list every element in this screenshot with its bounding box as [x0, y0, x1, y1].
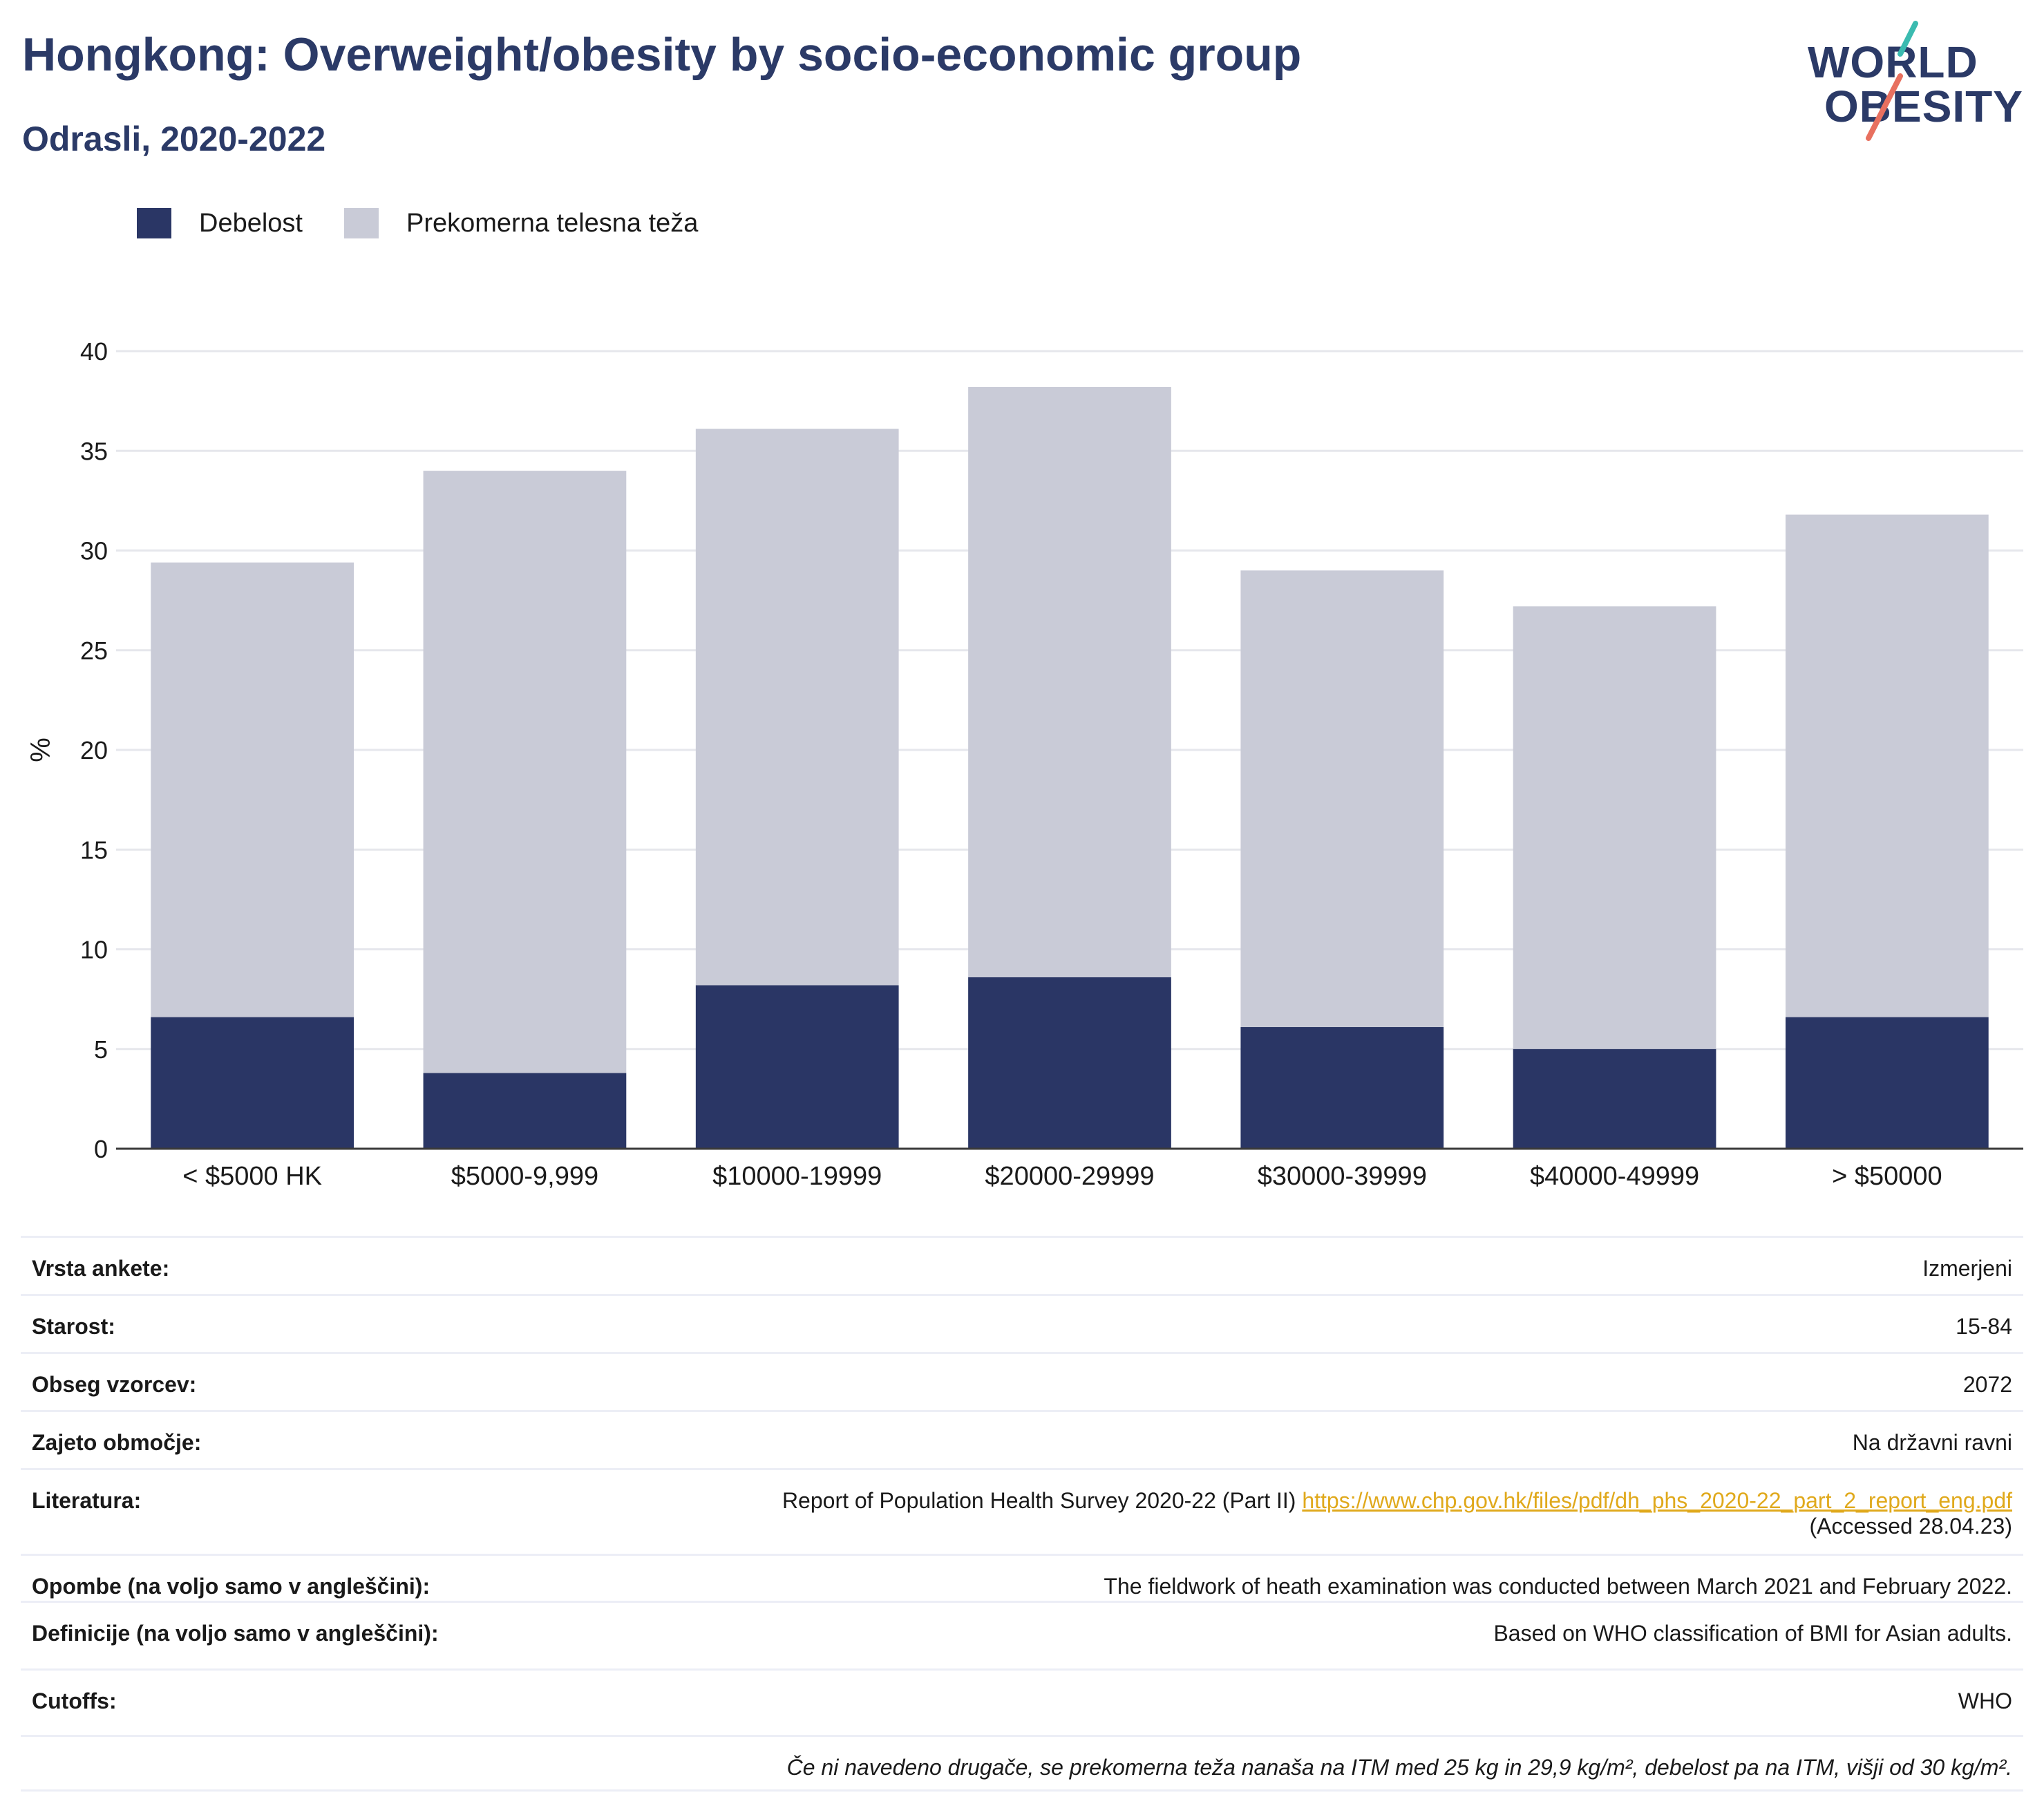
chart-title: Hongkong: Overweight/obesity by socio-ec… [22, 28, 1302, 81]
reference-link[interactable]: https://www.chp.gov.hk/files/pdf/dh_phs_… [1302, 1488, 2012, 1513]
info-key: Starost: [32, 1314, 115, 1339]
y-tick-label: 10 [80, 936, 108, 964]
info-row-area-covered: Zajeto območje: Na državni ravni [21, 1410, 2023, 1468]
bar-obesity [695, 985, 899, 1149]
info-row-footnote: Če ni navedeno drugače, se prekomerna te… [21, 1735, 2023, 1792]
info-row-age: Starost: 15-84 [21, 1294, 2023, 1352]
info-row-references: Literatura: Report of Population Health … [21, 1468, 2023, 1554]
world-obesity-logo[interactable]: WORLD OBESITY [1804, 21, 2032, 145]
footnote-text: Če ni navedeno drugače, se prekomerna te… [786, 1755, 2012, 1780]
bar-obesity [1513, 1048, 1716, 1149]
legend-label-obesity: Debelost [199, 208, 303, 238]
info-row-survey-type: Vrsta ankete: Izmerjeni [21, 1236, 2023, 1294]
x-tick-label: $30000-39999 [1258, 1162, 1427, 1191]
info-key: Literatura: [32, 1488, 142, 1513]
y-tick-label: 0 [94, 1135, 108, 1163]
bar-obesity [423, 1073, 627, 1149]
x-tick-label: $10000-19999 [712, 1162, 882, 1191]
bar-obesity [1785, 1017, 1989, 1149]
info-key: Definicije (na voljo samo v angleščini): [32, 1621, 439, 1646]
legend-item-overweight[interactable]: Prekomerna telesna teža [343, 208, 699, 238]
y-axis-label: % [26, 737, 56, 762]
info-key: Obseg vzorcev: [32, 1372, 197, 1397]
bar-overweight [423, 471, 627, 1073]
bar-obesity [968, 977, 1171, 1149]
legend-swatch-obesity [137, 208, 171, 238]
x-tick-label: $5000-9,999 [451, 1162, 598, 1191]
y-tick-label: 25 [80, 637, 108, 665]
info-value: Report of Population Health Survey 2020-… [782, 1488, 2012, 1539]
bar-obesity [1240, 1027, 1444, 1149]
bar-obesity [151, 1017, 354, 1149]
bar-overweight [1513, 606, 1716, 1049]
info-value: WHO [1958, 1689, 2012, 1713]
info-value: Based on WHO classification of BMI for A… [1493, 1621, 2012, 1646]
info-key: Vrsta ankete: [32, 1256, 170, 1281]
info-value: 15-84 [1956, 1314, 2012, 1339]
legend-swatch-overweight [343, 208, 379, 238]
bar-overweight [1240, 570, 1444, 1028]
info-value: 2072 [1962, 1372, 2012, 1397]
bar-overweight [151, 562, 354, 1017]
info-key: Opombe (na voljo samo v angleščini): [32, 1574, 430, 1599]
logo-text-line1: WORLD [1808, 37, 1978, 87]
info-value: Na državni ravni [1852, 1430, 2012, 1455]
info-key: Zajeto območje: [32, 1430, 202, 1455]
legend-item-obesity[interactable]: Debelost [137, 208, 303, 238]
info-row-cutoffs: Cutoffs: WHO [21, 1668, 2023, 1735]
info-table: Vrsta ankete: Izmerjeni Starost: 15-84 O… [21, 1236, 2023, 1792]
y-tick-label: 20 [80, 736, 108, 764]
x-tick-label: < $5000 HK [182, 1162, 322, 1191]
bar-overweight [1785, 514, 1989, 1017]
chart-legend: Debelost Prekomerna telesna teža [137, 206, 739, 241]
legend-label-overweight: Prekomerna telesna teža [406, 208, 699, 238]
y-tick-label: 15 [80, 836, 108, 864]
info-value: Izmerjeni [1922, 1256, 2012, 1281]
x-tick-label: > $50000 [1832, 1162, 1942, 1191]
info-row-notes: Opombe (na voljo samo v angleščini): The… [21, 1554, 2023, 1601]
bar-overweight [968, 386, 1171, 977]
x-tick-label: $40000-49999 [1530, 1162, 1699, 1191]
stacked-bar-chart: 0 5 10 15 20 25 30 35 40% < $5000 HK $5000-9,999 $1… [26, 337, 2023, 1191]
y-tick-label: 35 [80, 437, 108, 465]
info-row-definitions: Definicije (na voljo samo v angleščini):… [21, 1601, 2023, 1668]
bar-overweight [695, 429, 899, 986]
y-tick-label: 5 [94, 1035, 108, 1064]
chart-subtitle: Odrasli, 2020-2022 [22, 120, 326, 158]
info-key: Cutoffs: [32, 1689, 117, 1713]
y-tick-label: 30 [80, 537, 108, 565]
info-row-sample-size: Obseg vzorcev: 2072 [21, 1352, 2023, 1410]
reference-accessed: (Accessed 28.04.23) [1809, 1514, 2013, 1539]
logo-text-line2: OBESITY [1824, 82, 2023, 131]
x-tick-label: $20000-29999 [985, 1162, 1154, 1191]
logo-slash-icon [1866, 21, 1918, 141]
reference-text: Report of Population Health Survey 2020-… [782, 1488, 1296, 1513]
info-value: The fieldwork of heath examination was c… [1104, 1574, 2012, 1599]
y-tick-label: 40 [80, 337, 108, 366]
